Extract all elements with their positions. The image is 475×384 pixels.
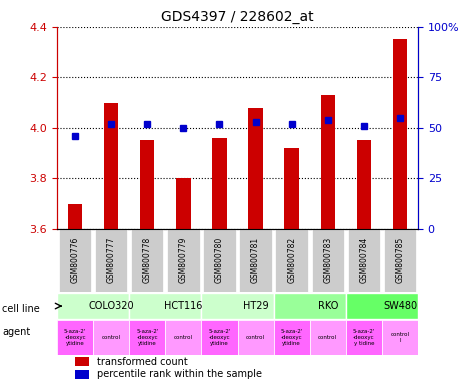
FancyBboxPatch shape [274,320,310,355]
Text: agent: agent [2,327,30,337]
FancyBboxPatch shape [382,320,418,355]
FancyBboxPatch shape [310,320,346,355]
FancyBboxPatch shape [165,320,201,355]
FancyBboxPatch shape [93,320,129,355]
Bar [176,178,190,229]
Bar [321,95,335,229]
FancyBboxPatch shape [131,229,163,292]
Bar [393,40,407,229]
Text: HCT116: HCT116 [164,301,202,311]
FancyBboxPatch shape [312,229,344,292]
Text: 5-aza-2'
-deoxyc
ytidine: 5-aza-2' -deoxyc ytidine [136,329,159,346]
FancyBboxPatch shape [59,229,91,292]
Bar [75,358,89,366]
Bar [212,138,227,229]
Text: SW480: SW480 [383,301,417,311]
Text: GSM800784: GSM800784 [360,237,368,283]
Text: GSM800776: GSM800776 [71,237,79,283]
FancyBboxPatch shape [57,293,129,319]
Bar [68,204,82,229]
Text: GSM800778: GSM800778 [143,237,152,283]
Text: GSM800783: GSM800783 [323,237,332,283]
Bar [140,141,154,229]
Text: cell line: cell line [2,304,40,314]
Bar [357,141,371,229]
FancyBboxPatch shape [274,293,346,319]
Text: 5-aza-2'
-deoxyc
ytidine: 5-aza-2' -deoxyc ytidine [64,329,86,346]
FancyBboxPatch shape [346,320,382,355]
Text: HT29: HT29 [243,301,268,311]
Text: 5-aza-2'
-deoxyc
ytidine: 5-aza-2' -deoxyc ytidine [208,329,231,346]
FancyBboxPatch shape [348,229,380,292]
Text: GSM800777: GSM800777 [107,237,115,283]
FancyBboxPatch shape [276,229,308,292]
Text: control: control [318,335,337,340]
Bar [104,103,118,229]
Text: GSM800779: GSM800779 [179,237,188,283]
FancyBboxPatch shape [203,229,236,292]
Text: 5-aza-2'
-deoxyc
y tidine: 5-aza-2' -deoxyc y tidine [352,329,375,346]
FancyBboxPatch shape [167,229,200,292]
FancyBboxPatch shape [201,293,274,319]
Text: 5-aza-2'
-deoxyc
ytidine: 5-aza-2' -deoxyc ytidine [280,329,303,346]
Text: GSM800785: GSM800785 [396,237,404,283]
FancyBboxPatch shape [238,320,274,355]
Text: GSM800780: GSM800780 [215,237,224,283]
Bar [75,370,89,379]
Title: GDS4397 / 228602_at: GDS4397 / 228602_at [161,10,314,25]
Text: RKO: RKO [318,301,338,311]
Text: control: control [102,335,121,340]
Text: control: control [246,335,265,340]
Bar [248,108,263,229]
Text: GSM800782: GSM800782 [287,237,296,283]
Text: COLO320: COLO320 [88,301,134,311]
Text: percentile rank within the sample: percentile rank within the sample [97,369,262,379]
FancyBboxPatch shape [57,320,93,355]
FancyBboxPatch shape [239,229,272,292]
Bar [285,148,299,229]
FancyBboxPatch shape [384,229,416,292]
Text: GSM800781: GSM800781 [251,237,260,283]
Text: transformed count: transformed count [97,357,188,367]
Text: control: control [174,335,193,340]
Text: control
l: control l [390,332,409,343]
FancyBboxPatch shape [129,320,165,355]
FancyBboxPatch shape [95,229,127,292]
FancyBboxPatch shape [129,293,201,319]
FancyBboxPatch shape [346,293,418,319]
FancyBboxPatch shape [201,320,238,355]
